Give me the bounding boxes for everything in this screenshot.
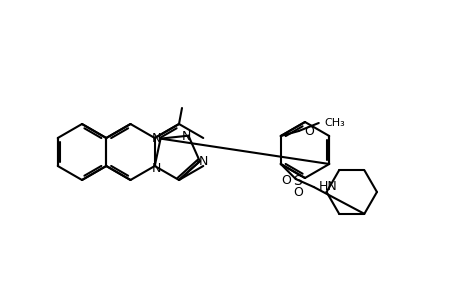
Text: S: S bbox=[293, 174, 302, 188]
Text: N: N bbox=[152, 131, 161, 145]
Text: N: N bbox=[181, 130, 190, 143]
Text: N: N bbox=[199, 155, 208, 168]
Text: –: – bbox=[195, 156, 200, 166]
Text: N: N bbox=[152, 161, 161, 175]
Text: O: O bbox=[303, 124, 313, 137]
Text: O: O bbox=[280, 175, 290, 188]
Text: HN: HN bbox=[318, 181, 337, 194]
Text: CH₃: CH₃ bbox=[324, 118, 345, 128]
Text: O: O bbox=[292, 187, 302, 200]
